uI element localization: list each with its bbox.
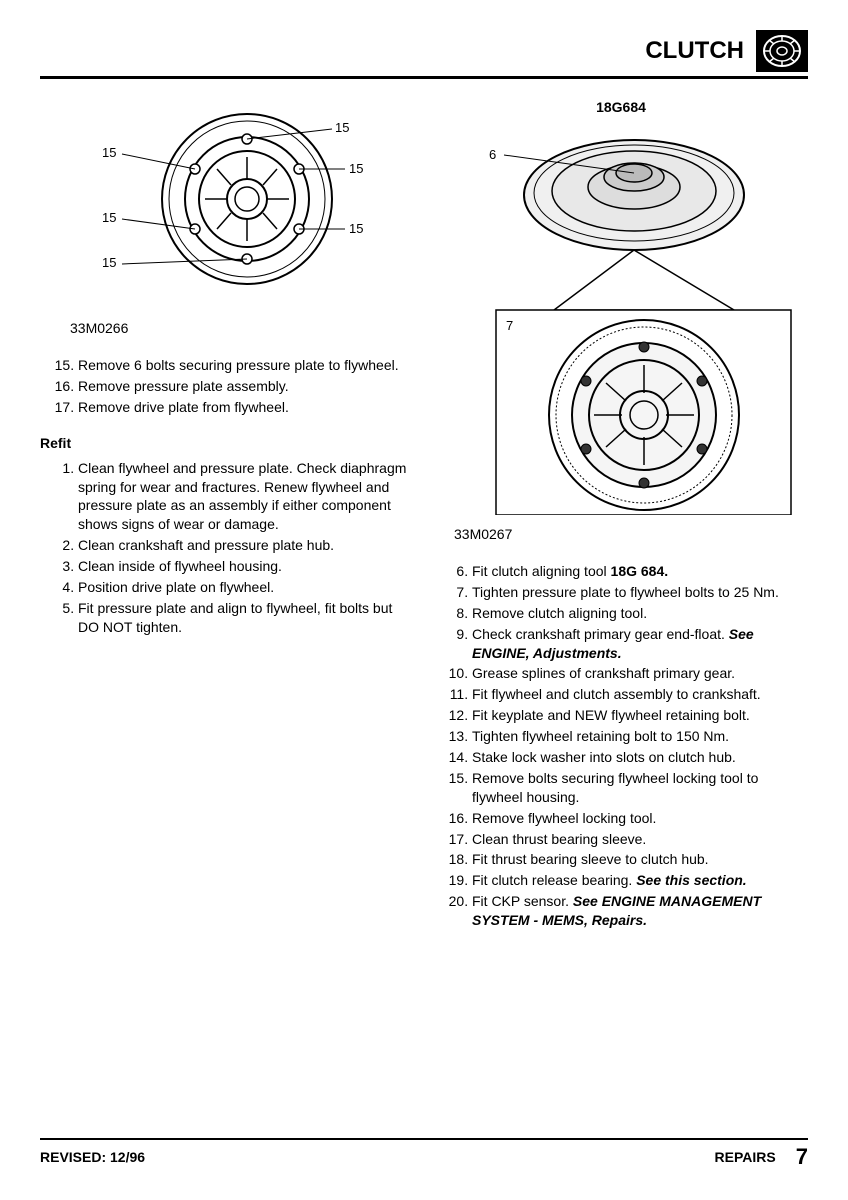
step-6: Fit clutch aligning tool 18G 684. — [472, 562, 808, 581]
clutch-icon — [756, 30, 808, 72]
footer-section: REPAIRS — [715, 1149, 776, 1165]
callout-7: 7 — [506, 318, 513, 333]
step-11: Fit flywheel and clutch assembly to cran… — [472, 685, 808, 704]
step-13: Tighten flywheel retaining bolt to 150 N… — [472, 727, 808, 746]
step-14: Stake lock washer into slots on clutch h… — [472, 748, 808, 767]
svg-text:15: 15 — [349, 161, 363, 176]
left-column: 15 15 15 15 15 15 33M0266 Remove 6 bolts… — [40, 99, 414, 938]
step-7: Tighten pressure plate to flywheel bolts… — [472, 583, 808, 602]
step-15: Remove 6 bolts securing pressure plate t… — [78, 356, 414, 375]
page-number: 7 — [796, 1144, 808, 1170]
diagram2-caption: 33M0267 — [454, 526, 808, 542]
step-15b: Remove bolts securing flywheel locking t… — [472, 769, 808, 807]
svg-text:15: 15 — [102, 255, 116, 270]
tool-label: 18G684 — [434, 99, 808, 115]
step-16b: Remove flywheel locking tool. — [472, 809, 808, 828]
header-title: CLUTCH — [645, 37, 744, 65]
step-17: Remove drive plate from flywheel. — [78, 398, 414, 417]
step-20: Fit CKP sensor. See ENGINE MANAGEMENT SY… — [472, 892, 808, 930]
refit-step-1: Clean flywheel and pressure plate. Check… — [78, 459, 414, 535]
refit-step-2: Clean crankshaft and pressure plate hub. — [78, 536, 414, 555]
step-12: Fit keyplate and NEW flywheel retaining … — [472, 706, 808, 725]
step-18: Fit thrust bearing sleeve to clutch hub. — [472, 850, 808, 869]
svg-text:15: 15 — [102, 145, 116, 160]
diagram1-caption: 33M0266 — [70, 320, 414, 336]
refit-step-5: Fit pressure plate and align to flywheel… — [78, 599, 414, 637]
refit-steps: Clean flywheel and pressure plate. Check… — [40, 459, 414, 637]
step-19: Fit clutch release bearing. See this sec… — [472, 871, 808, 890]
step-9: Check crankshaft primary gear end-float.… — [472, 625, 808, 663]
diagram-33m0266: 15 15 15 15 15 15 33M0266 — [40, 99, 414, 336]
callout-6: 6 — [489, 147, 496, 162]
step-8: Remove clutch aligning tool. — [472, 604, 808, 623]
refit-step-3: Clean inside of flywheel housing. — [78, 557, 414, 576]
svg-text:15: 15 — [102, 210, 116, 225]
step-17b: Clean thrust bearing sleeve. — [472, 830, 808, 849]
svg-text:15: 15 — [349, 221, 363, 236]
footer-revised: REVISED: 12/96 — [40, 1149, 145, 1165]
steps-15-17: Remove 6 bolts securing pressure plate t… — [40, 356, 414, 417]
step-16: Remove pressure plate assembly. — [78, 377, 414, 396]
right-column: 18G684 6 — [434, 99, 808, 938]
page-header: CLUTCH — [40, 30, 808, 79]
refit-title: Refit — [40, 435, 414, 451]
diagram-33m0267: 6 7 — [434, 115, 808, 542]
svg-text:15: 15 — [335, 120, 349, 135]
steps-6-20: Fit clutch aligning tool 18G 684. Tighte… — [434, 562, 808, 930]
refit-step-4: Position drive plate on flywheel. — [78, 578, 414, 597]
step-10: Grease splines of crankshaft primary gea… — [472, 664, 808, 683]
page-footer: REVISED: 12/96 REPAIRS 7 — [40, 1138, 808, 1170]
